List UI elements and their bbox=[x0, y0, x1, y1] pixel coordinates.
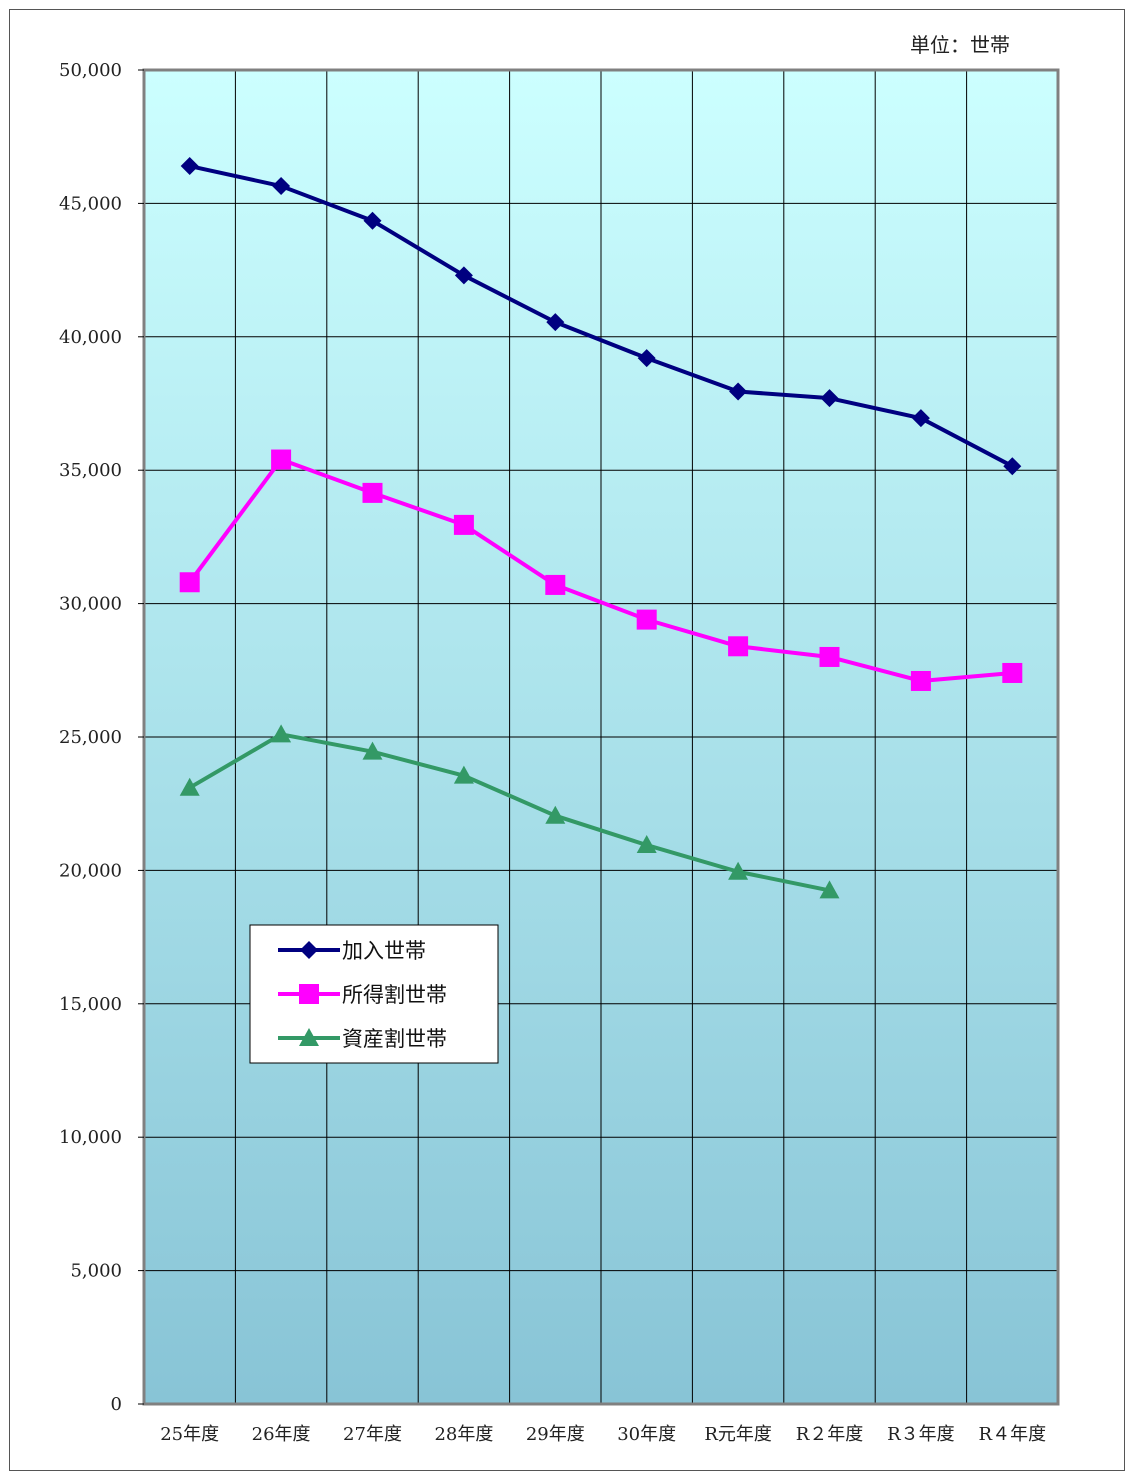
data-point bbox=[363, 211, 382, 230]
legend-item: 資産割世帯 bbox=[278, 1027, 447, 1051]
data-point bbox=[728, 636, 749, 657]
y-tick-label: 30,000 bbox=[59, 594, 122, 615]
data-point bbox=[362, 741, 383, 760]
x-tick-label: R３年度 bbox=[887, 1424, 955, 1445]
legend-item: 加入世帯 bbox=[278, 939, 426, 963]
y-tick-label: 35,000 bbox=[59, 460, 122, 481]
gridlines bbox=[144, 70, 1058, 1404]
data-point bbox=[911, 409, 930, 428]
legend-item: 所得割世帯 bbox=[278, 983, 447, 1007]
data-point bbox=[636, 609, 657, 630]
data-point bbox=[454, 266, 473, 285]
x-tick-label: R元年度 bbox=[704, 1424, 772, 1445]
y-tick-label: 20,000 bbox=[59, 860, 122, 881]
y-tick-label: 40,000 bbox=[59, 327, 122, 348]
data-point bbox=[271, 724, 292, 743]
x-tick-label: 26年度 bbox=[252, 1424, 311, 1445]
x-tick-label: 30年度 bbox=[617, 1424, 676, 1445]
data-point bbox=[180, 157, 199, 176]
series-diamond bbox=[180, 157, 1022, 476]
data-point bbox=[1002, 662, 1023, 683]
data-point bbox=[729, 382, 748, 401]
data-point bbox=[179, 572, 200, 593]
data-point bbox=[546, 313, 565, 332]
data-point bbox=[820, 389, 839, 408]
data-point bbox=[819, 646, 840, 667]
unit-label: 単位：世帯 bbox=[910, 33, 1010, 57]
x-tick-label: 28年度 bbox=[434, 1424, 493, 1445]
x-tick-label: 25年度 bbox=[160, 1424, 219, 1445]
data-point bbox=[179, 777, 200, 796]
series-line bbox=[189, 164, 1014, 468]
data-point bbox=[545, 805, 566, 824]
y-tick-label: 0 bbox=[111, 1394, 122, 1415]
legend-marker bbox=[299, 984, 319, 1004]
x-tick-label: R４年度 bbox=[979, 1424, 1047, 1445]
data-point bbox=[272, 177, 291, 196]
data-point bbox=[271, 449, 292, 470]
data-point bbox=[1003, 457, 1022, 476]
y-tick-label: 45,000 bbox=[59, 193, 122, 214]
data-point bbox=[637, 349, 656, 368]
data-point bbox=[362, 482, 383, 503]
series-square bbox=[179, 449, 1023, 691]
data-point bbox=[453, 514, 474, 535]
series-line bbox=[188, 732, 830, 893]
legend-marker bbox=[300, 941, 318, 959]
data-point bbox=[910, 670, 931, 691]
series-line bbox=[188, 457, 1013, 683]
y-tick-label: 10,000 bbox=[59, 1127, 122, 1148]
data-point bbox=[545, 574, 566, 595]
y-tick-label: 15,000 bbox=[59, 994, 122, 1015]
x-axis: 25年度 26年度 27年度 28年度 29年度 30年度 R元年度 R２年度 R３年度 R４年度 bbox=[160, 1424, 1046, 1445]
y-tick-label: 25,000 bbox=[59, 727, 122, 748]
data-point bbox=[636, 835, 657, 854]
legend-label: 資産割世帯 bbox=[342, 1027, 447, 1051]
series-triangle bbox=[179, 724, 840, 899]
y-axis: 0 5,000 10,000 15,000 20,000 25,000 30,000 35,0… bbox=[59, 60, 144, 1415]
x-tick-label: 29年度 bbox=[526, 1424, 585, 1445]
y-tick-label: 50,000 bbox=[59, 60, 122, 81]
legend-marker bbox=[299, 1028, 319, 1046]
series-layer bbox=[179, 157, 1023, 899]
y-tick-label: 5,000 bbox=[70, 1261, 122, 1282]
x-tick-label: R２年度 bbox=[796, 1424, 864, 1445]
legend-label: 加入世帯 bbox=[342, 939, 426, 963]
data-point bbox=[819, 880, 840, 899]
legend-label: 所得割世帯 bbox=[342, 983, 447, 1007]
data-point bbox=[453, 765, 474, 784]
data-point bbox=[728, 861, 749, 880]
x-tick-label: 27年度 bbox=[343, 1424, 402, 1445]
